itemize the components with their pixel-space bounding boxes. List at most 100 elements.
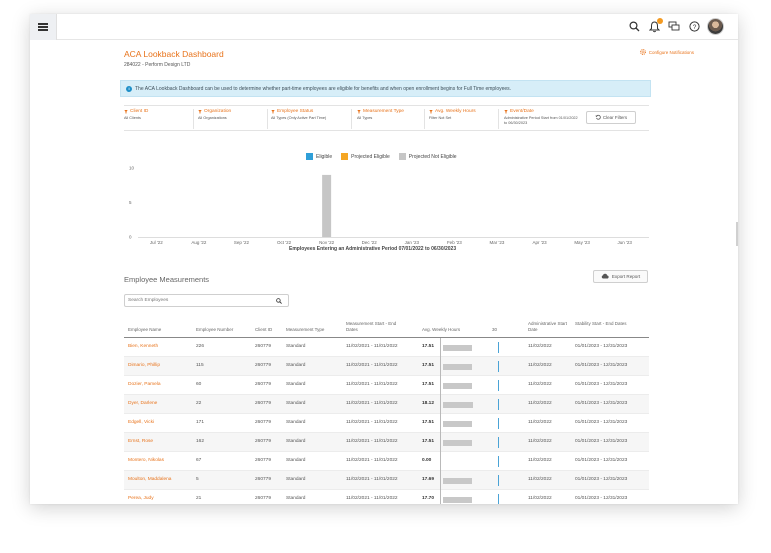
table-row[interactable]: Edgell, Vicki 171 260779 Standard 11/02/2021… [124,414,649,433]
avg-weekly-hours: 17.51 [422,382,435,387]
x-tick-label: Dec '22 [362,240,378,245]
export-report-button[interactable]: Export Report [593,270,648,283]
table-row[interactable]: Montero, Nikolas 67 260779 Standard 11/02/20… [124,452,649,471]
measurement-dates: 11/02/2021 - 11/01/2022 [346,401,398,406]
column-header[interactable]: Measurement Type [286,327,325,332]
client-id: 260779 [255,477,272,482]
filter-label: Event/Date [510,109,534,114]
cloud-upload-icon [601,273,609,280]
table-row[interactable]: Dimario, Phillip 115 260779 Standard 11/02/2… [124,357,649,376]
hours-bar [443,497,472,503]
search-employees-input[interactable]: Search Employees [124,294,289,307]
column-header[interactable]: Avg. Weekly Hours [422,327,461,332]
employee-name-link[interactable]: Dozier, Pamela [128,382,161,387]
admin-start-date: 11/02/2022 [528,439,552,444]
table-row[interactable]: Moulton, Maddalena 5 260779 Standard 11/02/2… [124,471,649,490]
admin-start-date: 11/02/2022 [528,496,552,501]
hamburger-menu-icon[interactable] [30,14,57,40]
column-header[interactable]: Administrative Start Date [528,321,568,332]
table-row[interactable]: Perea, Judy 21 260779 Standard 11/02/2021 - … [124,490,649,504]
table-row[interactable]: Dyer, Darlene 22 260779 Standard 11/02/2021 … [124,395,649,414]
employee-name-link[interactable]: Moulton, Maddalena [128,477,172,482]
column-header[interactable]: Stability Start - End Dates [575,321,627,326]
filter-value: All Organizations [198,116,227,120]
employee-name-link[interactable]: Edgell, Vicki [128,420,155,425]
filter-client-id[interactable]: Client ID All Clients [124,109,194,129]
hours-axis-line [440,395,441,414]
measurement-dates: 11/02/2021 - 11/01/2022 [346,420,398,425]
employee-name-link[interactable]: Ernst, Rose [128,439,154,444]
measurement-type: Standard [286,439,306,444]
filter-label: Employee Status [277,109,314,114]
avg-weekly-hours: 18.12 [422,401,435,406]
app-window: ? ACA Lookback Dashboard 284022 - Perfor… [30,14,738,504]
column-header[interactable]: Employee Name [128,327,162,332]
svg-text:?: ? [692,24,696,31]
client-id: 260779 [255,344,272,349]
measurement-type: Standard [286,420,306,425]
client-id: 260779 [255,458,272,463]
hours-axis-line [440,490,441,504]
legend-label: Projected Eligible [351,153,390,160]
threshold-marker [498,399,499,410]
employee-name-link[interactable]: Dimario, Phillip [128,363,160,368]
avg-weekly-hours: 17.70 [422,496,435,501]
filter-label: Avg. Weekly Hours [435,109,476,114]
employee-name-link[interactable]: Dyer, Darlene [128,401,158,406]
hours-axis-line [440,471,441,490]
hours-bar [443,345,472,351]
notifications-icon[interactable] [647,17,663,35]
column-header[interactable]: Measurement Start - End Dates [346,321,397,332]
avatar[interactable] [707,18,724,35]
table-row[interactable]: Ernst, Rose 162 260779 Standard 11/02/2021 -… [124,433,649,452]
table-row[interactable]: Dozier, Pamela 60 260779 Standard 11/02/2021… [124,376,649,395]
hours-bar [443,402,473,408]
export-label: Export Report [611,274,641,279]
measurement-type: Standard [286,363,306,368]
filter-avg-weekly-hours[interactable]: Avg. Weekly Hours Filter Not Set [429,109,499,129]
column-header[interactable]: Employee Number [196,327,234,332]
employee-name-link[interactable]: Perea, Judy [128,496,154,501]
measurement-dates: 11/02/2021 - 11/01/2022 [346,439,398,444]
employee-name-link[interactable]: Bien, Kenneth [128,344,159,349]
admin-start-date: 11/02/2022 [528,401,552,406]
filter-icon [271,109,275,114]
search-icon[interactable] [627,19,641,35]
filter-icon [198,109,202,114]
chart-bar[interactable] [322,174,332,237]
section-title: Employee Measurements [124,275,210,284]
x-tick-label: Jun '23 [618,240,633,245]
configure-notifications-link[interactable]: Configure Notifications [639,49,694,56]
table-row[interactable]: Bien, Kenneth 226 260779 Standard 11/02/2021… [124,338,649,357]
chat-icon[interactable] [667,19,681,35]
threshold-marker [498,342,499,353]
filter-value: All Types [357,116,373,120]
legend-item-projected-eligible[interactable]: Projected Eligible [341,153,390,160]
filter-measurement-type[interactable]: Measurement Type All Types [357,109,425,129]
threshold-marker [498,456,499,467]
measurement-type: Standard [286,382,306,387]
threshold-marker [498,380,499,391]
hours-axis-line [440,338,441,357]
search-icon[interactable] [276,298,282,304]
employee-number: 22 [196,401,202,406]
table-header: Employee Name Employee Number Client ID … [124,315,649,338]
employee-name-link[interactable]: Montero, Nikolas [128,458,164,463]
filter-icon [357,109,361,114]
x-tick-label: Jan '23 [405,240,420,245]
column-header[interactable]: 30 [492,327,498,332]
legend-item-eligible[interactable]: Eligible [306,153,332,160]
employee-number: 60 [196,382,202,387]
filter-employee-status[interactable]: Employee Status All Types (Only Active P… [271,109,352,129]
y-tick-label: 10 [129,166,135,171]
clear-filters-button[interactable]: Clear Filters [586,111,636,124]
scrollbar[interactable] [736,222,738,246]
legend-item-projected-not-eligible[interactable]: Projected Not Eligible [398,153,457,160]
help-icon[interactable]: ? [687,19,701,35]
page-title: ACA Lookback Dashboard [124,49,224,59]
column-header[interactable]: Client ID [255,327,273,332]
filter-event-date[interactable]: Event/Date Administrative Period Start f… [504,109,582,129]
admin-start-date: 11/02/2022 [528,458,552,463]
filter-organization[interactable]: Organization All Organizations [198,109,268,129]
filter-bar: Client ID All Clients Organization All O… [124,105,649,131]
